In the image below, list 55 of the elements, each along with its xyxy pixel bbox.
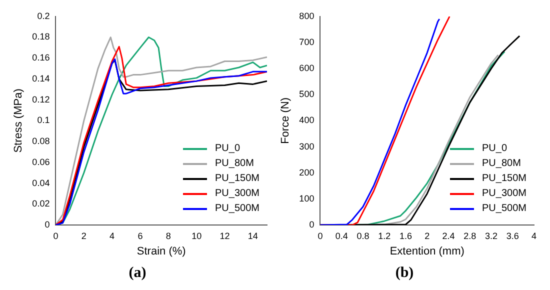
x-axis-title: Extention (mm): [390, 245, 464, 258]
text: (a): [128, 264, 146, 281]
x-tick-label: 6: [138, 230, 143, 241]
y-tick-label: 0.2: [37, 10, 50, 21]
y-tick-label: 600: [299, 63, 314, 74]
y-tick-label: 0.06: [32, 156, 50, 167]
legend-label: PU_500M: [482, 202, 526, 216]
x-tick-label: 14: [248, 230, 258, 241]
y-tick-label: 0.02: [32, 198, 50, 209]
y-axis-title: Force (N): [280, 97, 292, 144]
legend-label: PU_150M: [215, 172, 260, 186]
legend-label: PU_80M: [215, 157, 254, 171]
legend-label: PU_150M: [482, 172, 526, 186]
x-tick-label: 0.4: [335, 230, 348, 241]
x-tick-label: 2: [424, 230, 430, 241]
legend-label: PU_500M: [215, 202, 260, 216]
legend-label: PU_0: [215, 142, 240, 156]
x-tick-label: 10: [192, 230, 202, 241]
x-axis-title: Strain (%): [136, 245, 186, 258]
x-tick-label: 1.6: [399, 230, 412, 241]
legend-label: PU_300M: [215, 187, 260, 201]
text: (b): [395, 264, 414, 281]
y-tick-label: 800: [299, 10, 314, 21]
x-tick-label: 3.6: [506, 230, 519, 241]
x-tick-label: 2.4: [442, 230, 455, 241]
y-axis-title: Stress (MPa): [12, 88, 25, 153]
x-tick-label: 0: [53, 230, 58, 241]
y-tick-label: 700: [299, 36, 314, 47]
x-tick-label: 12: [220, 230, 230, 241]
x-tick-label: 2.8: [464, 230, 476, 241]
x-tick-label: 4: [531, 230, 537, 241]
y-tick-label: 0.14: [32, 73, 50, 84]
legend-label: PU_300M: [482, 187, 526, 201]
y-tick-label: 0: [309, 219, 314, 230]
y-tick-label: 400: [299, 115, 314, 126]
y-tick-label: 200: [299, 167, 314, 178]
x-tick-label: 8: [166, 230, 171, 241]
y-tick-label: 0.08: [32, 136, 50, 146]
y-tick-label: 0.12: [32, 94, 50, 104]
y-tick-label: 0.16: [32, 52, 50, 63]
y-tick-label: 500: [299, 89, 314, 100]
y-tick-label: 100: [299, 193, 314, 204]
x-tick-label: 2: [81, 230, 86, 241]
x-tick-label: 3.2: [484, 230, 498, 241]
x-tick-label: 0.8: [356, 230, 370, 241]
legend-label: PU_80M: [482, 157, 521, 171]
x-tick-label: 4: [110, 230, 115, 241]
legend-label: PU_0: [482, 142, 508, 156]
x-tick-label: 0: [318, 230, 323, 241]
y-tick-label: 0.18: [32, 32, 50, 42]
y-tick-label: 300: [299, 141, 314, 152]
y-tick-label: 0: [44, 219, 50, 230]
x-tick-label: 1.2: [378, 230, 391, 241]
y-tick-label: 0.1: [37, 115, 50, 126]
y-tick-label: 0.04: [32, 178, 50, 188]
